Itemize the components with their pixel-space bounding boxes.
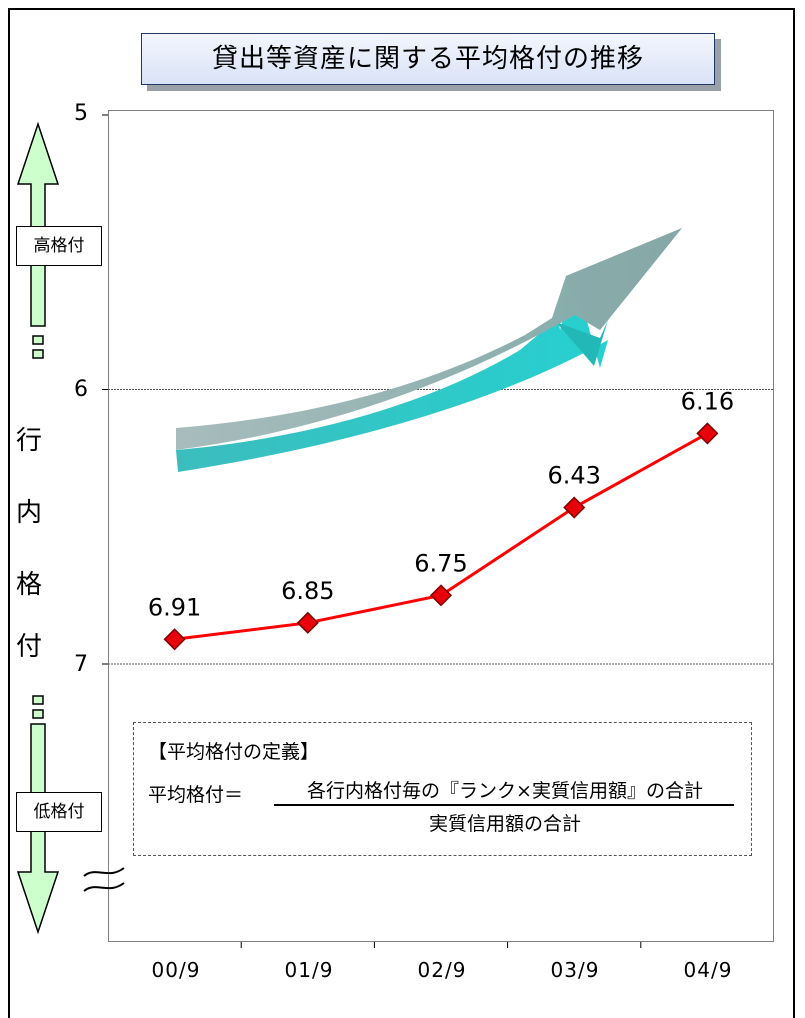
data-point-marker [696,422,719,445]
data-label: 6.75 [414,549,467,577]
y-axis-label-char: 格 [16,570,43,600]
chart-title: 貸出等資産に関する平均格付の推移 [141,33,715,85]
fraction-bar [274,804,734,806]
y-axis-label-char: 内 [16,498,43,528]
data-point-marker [296,611,319,634]
trend-arrow-graphic [176,228,682,472]
low-rating-label: 低格付 [16,792,102,832]
definition-lhs: 平均格付＝ [148,784,244,806]
data-label: 6.85 [281,577,334,605]
data-label: 6.43 [547,462,600,490]
y-tick-label: 7 [74,652,88,677]
y-tick-label: 5 [74,101,88,126]
definition-denominator: 実質信用額の合計 [428,813,581,835]
series-line [174,432,709,641]
data-label: 6.91 [148,593,201,621]
definition-numerator: 各行内格付毎の『ランク×実質信用額』の合計 [307,780,703,802]
definition-box: 【平均格付の定義】 平均格付＝ 各行内格付毎の『ランク×実質信用額』の合計 実質… [133,722,752,856]
x-tick-label: 02/9 [417,958,467,982]
y-tick-label: 6 [74,377,88,402]
definition-heading: 【平均格付の定義】 [148,741,320,763]
x-tick-label: 03/9 [550,958,600,982]
high-rating-label: 高格付 [16,226,102,266]
data-point-marker [429,584,453,607]
y-axis-label-char: 付 [16,632,43,662]
y-axis-label-char: 行 [16,426,43,456]
axis-break-mark [83,867,125,892]
x-tick-label: 00/9 [151,958,201,982]
x-tick-label: 04/9 [683,958,733,982]
chart-frame [8,8,795,1018]
data-point-marker [563,496,586,519]
data-point-marker [163,628,186,651]
data-label: 6.16 [681,387,734,415]
x-tick-label: 01/9 [284,958,334,982]
